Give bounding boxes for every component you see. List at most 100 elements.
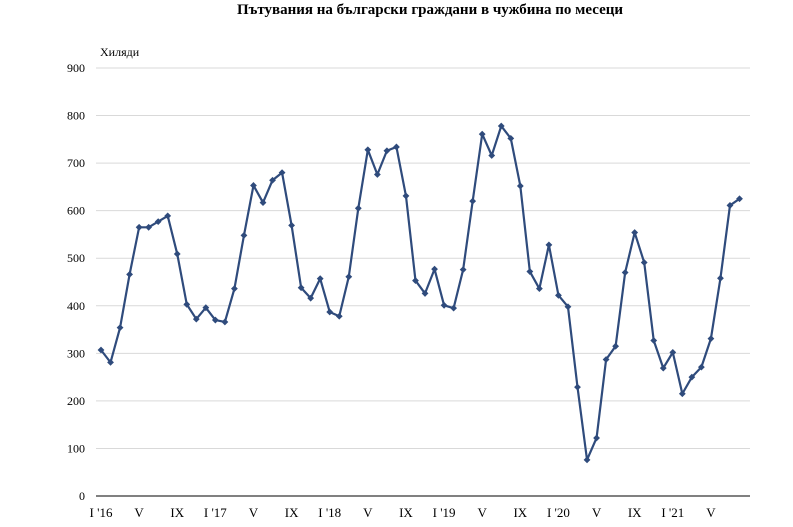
- data-point: [574, 383, 581, 391]
- data-point: [250, 182, 257, 189]
- data-point: [669, 348, 677, 356]
- data-point: [97, 346, 105, 354]
- x-tick-label: V: [249, 505, 259, 520]
- data-point: [707, 335, 715, 342]
- data-point: [335, 312, 343, 320]
- data-point: [145, 223, 153, 231]
- data-point: [202, 304, 210, 312]
- data-point: [288, 222, 295, 229]
- y-tick-label: 400: [67, 299, 85, 313]
- data-point: [497, 122, 505, 130]
- x-tick-label: V: [134, 505, 144, 520]
- data-point: [421, 290, 429, 297]
- data-point: [602, 356, 610, 363]
- data-point: [164, 212, 172, 220]
- data-point: [688, 373, 696, 381]
- data-point: [526, 268, 534, 275]
- x-tick-label: I '17: [204, 505, 227, 520]
- y-tick-label: 800: [67, 109, 85, 123]
- data-point: [555, 291, 562, 299]
- data-point: [726, 202, 734, 209]
- y-axis-unit-label: Хиляди: [100, 45, 140, 59]
- y-tick-label: 600: [67, 204, 85, 218]
- data-point: [278, 169, 286, 177]
- data-point: [107, 358, 114, 366]
- y-axis-ticks: 0 100 200 300 400 500 600 700 800 900: [67, 61, 85, 503]
- x-axis-ticks: I '16 V IX I '17 V IX I '18 V IX I '19 V IX I '20 V IX…: [90, 505, 717, 520]
- data-point: [516, 182, 524, 190]
- y-tick-label: 200: [67, 394, 85, 408]
- data-point: [269, 176, 276, 184]
- data-point: [507, 134, 515, 142]
- y-tick-label: 100: [67, 441, 85, 455]
- data-point: [736, 195, 743, 203]
- data-point: [307, 294, 315, 302]
- data-point: [583, 456, 591, 464]
- data-point: [135, 223, 143, 231]
- y-tick-label: 300: [67, 346, 85, 360]
- data-point: [192, 315, 200, 323]
- y-tick-label: 0: [79, 489, 85, 503]
- data-point: [231, 285, 238, 293]
- x-tick-label: V: [706, 505, 716, 520]
- data-point: [545, 241, 553, 249]
- data-point: [431, 265, 438, 273]
- data-point: [383, 147, 391, 155]
- series-layer: [100, 124, 741, 461]
- data-point: [402, 192, 410, 200]
- x-tick-label: IX: [513, 505, 527, 520]
- data-point: [593, 434, 600, 442]
- data-point: [478, 130, 486, 138]
- data-point: [354, 204, 362, 212]
- data-point: [412, 277, 419, 284]
- data-point: [345, 273, 353, 281]
- data-point: [221, 318, 229, 326]
- data-point: [612, 342, 620, 350]
- data-point: [373, 171, 381, 178]
- data-point: [154, 218, 162, 226]
- x-tick-label: IX: [399, 505, 413, 520]
- data-point: [316, 275, 324, 283]
- chart-title: Пътувания на български граждани в чужбин…: [237, 2, 623, 18]
- data-point: [297, 284, 305, 292]
- data-point: [469, 197, 477, 205]
- data-point: [393, 143, 400, 151]
- data-point: [183, 300, 191, 308]
- data-point: [650, 337, 658, 344]
- y-tick-label: 500: [67, 251, 85, 265]
- x-tick-label: I '19: [433, 505, 456, 520]
- data-point: [116, 324, 124, 332]
- x-tick-label: V: [363, 505, 373, 520]
- data-point: [364, 146, 372, 154]
- x-tick-label: I '21: [661, 505, 684, 520]
- y-tick-label: 700: [67, 156, 85, 170]
- data-point: [173, 250, 181, 258]
- data-point: [697, 363, 705, 371]
- x-tick-label: I '20: [547, 505, 570, 520]
- x-tick-label: IX: [170, 505, 184, 520]
- data-point: [488, 152, 496, 159]
- y-tick-label: 900: [67, 61, 85, 75]
- x-tick-label: I '18: [318, 505, 341, 520]
- data-point: [459, 266, 467, 274]
- x-tick-label: IX: [285, 505, 299, 520]
- x-tick-label: IX: [628, 505, 642, 520]
- x-tick-label: V: [592, 505, 602, 520]
- data-point: [631, 229, 639, 236]
- data-point: [240, 231, 248, 239]
- data-point: [659, 364, 667, 372]
- gridlines: [96, 67, 750, 449]
- data-point: [717, 274, 724, 282]
- data-point: [211, 316, 219, 324]
- data-point: [259, 199, 267, 206]
- series-line: [100, 124, 741, 461]
- data-point: [126, 270, 133, 278]
- data-point: [440, 301, 448, 309]
- data-points: [97, 122, 743, 464]
- data-point: [450, 304, 458, 312]
- data-point: [640, 259, 648, 266]
- data-point: [621, 269, 629, 276]
- data-point: [535, 285, 543, 293]
- x-tick-label: V: [478, 505, 488, 520]
